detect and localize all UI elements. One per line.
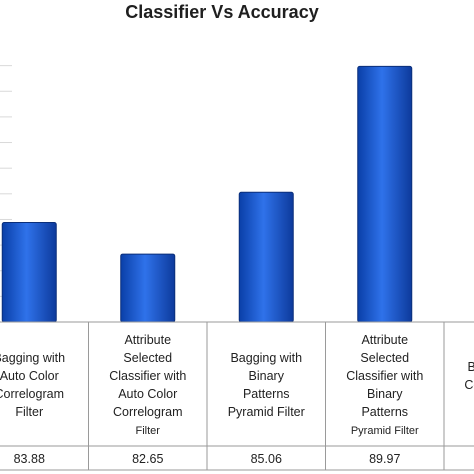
- bar: [1, 222, 57, 323]
- category-label: Filter: [15, 405, 43, 419]
- category-label: Auto Color: [118, 387, 177, 401]
- category-label: Bagging with: [230, 351, 302, 365]
- category-label: Pyramid Filter: [351, 425, 419, 437]
- category-label: Selected: [360, 351, 409, 365]
- value-label: 82.65: [132, 452, 163, 466]
- category-label: Bagging with: [0, 351, 65, 365]
- bar: [238, 191, 294, 323]
- category-label: Patterns: [361, 405, 408, 419]
- value-label: 85.06: [251, 452, 282, 466]
- value-label: 89.97: [369, 452, 400, 466]
- bar: [120, 253, 176, 323]
- category-label: Selected: [123, 351, 172, 365]
- category-label: Classifier with: [109, 369, 186, 383]
- bars: [1, 65, 413, 323]
- category-label: Bagging with: [467, 360, 474, 374]
- category-label: Correlogram: [0, 387, 64, 401]
- category-label: Correlogram: [113, 405, 182, 419]
- category-label: Binary: [249, 369, 285, 383]
- category-label: Colour Layout: [464, 378, 474, 392]
- value-label: 83.88: [14, 452, 45, 466]
- category-label: Patterns: [243, 387, 290, 401]
- category-label: Attribute: [124, 333, 171, 347]
- category-table: Bagging with Auto Color Correlogram Filter 8…: [0, 321, 474, 471]
- category-label: Filter: [136, 425, 161, 437]
- category-label: Pyramid Filter: [228, 405, 305, 419]
- category-label: Classifier with: [346, 369, 423, 383]
- category-label: Attribute: [361, 333, 408, 347]
- category-label: Auto Color: [0, 369, 59, 383]
- chart-title: Classifier Vs Accuracy: [125, 2, 318, 22]
- category-label: Binary: [367, 387, 403, 401]
- bar: [357, 65, 413, 323]
